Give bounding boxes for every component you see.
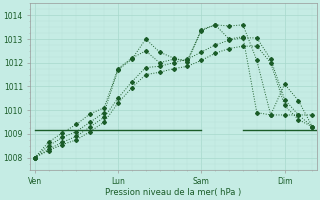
X-axis label: Pression niveau de la mer( hPa ): Pression niveau de la mer( hPa ) bbox=[105, 188, 242, 197]
